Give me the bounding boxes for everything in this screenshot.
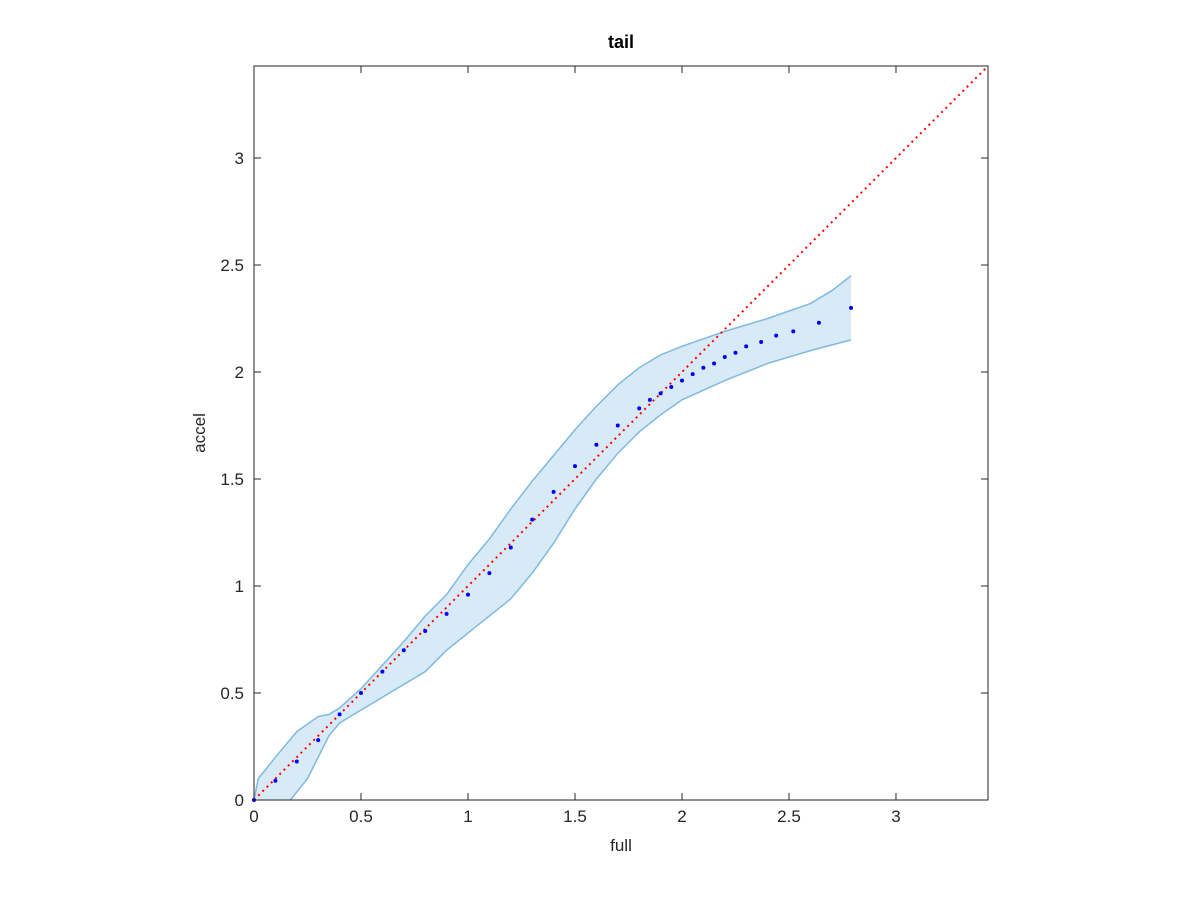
y-tick-label: 0 <box>235 791 244 810</box>
data-point <box>316 738 321 743</box>
data-point <box>423 628 428 633</box>
data-point <box>759 340 764 345</box>
axes-box <box>253 65 989 801</box>
x-tick-label: 0.5 <box>349 807 373 826</box>
data-point <box>465 592 470 597</box>
data-point <box>712 361 717 366</box>
data-point <box>669 384 674 389</box>
x-tick-label: 1.5 <box>563 807 587 826</box>
data-point <box>791 329 796 334</box>
data-point <box>358 691 363 696</box>
band-upper-edge <box>253 275 852 801</box>
data-point <box>380 669 385 674</box>
data-point <box>647 397 652 402</box>
y-tick-label: 0.5 <box>220 684 244 703</box>
data-point <box>530 517 535 522</box>
data-point <box>487 571 492 576</box>
x-tick-label: 1 <box>463 807 472 826</box>
data-point <box>273 778 278 783</box>
data-point <box>594 442 599 447</box>
data-point <box>508 545 513 550</box>
data-point <box>401 648 406 653</box>
y-tick-label: 2 <box>235 363 244 382</box>
y-tick-label: 3 <box>235 149 244 168</box>
data-point <box>774 333 779 338</box>
y-axis-label: accel <box>190 413 209 453</box>
x-tick-label: 3 <box>891 807 900 826</box>
data-point <box>701 365 706 370</box>
data-point <box>816 320 821 325</box>
data-point <box>637 406 642 411</box>
data-point <box>572 464 577 469</box>
x-tick-label: 2.5 <box>777 807 801 826</box>
data-point <box>733 350 738 355</box>
data-point <box>551 489 556 494</box>
data-point <box>658 391 663 396</box>
data-point <box>679 378 684 383</box>
x-tick-label: 2 <box>677 807 686 826</box>
x-axis-label: full <box>610 836 632 855</box>
confidence-band <box>254 275 852 800</box>
data-point <box>722 355 727 360</box>
y-tick-label: 2.5 <box>220 256 244 275</box>
chart-title: tail <box>608 32 634 52</box>
data-point <box>337 712 342 717</box>
data-point <box>615 423 620 428</box>
data-point <box>444 611 449 616</box>
data-point <box>744 344 749 349</box>
data-point <box>294 759 299 764</box>
y-tick-label: 1.5 <box>220 470 244 489</box>
x-tick-label: 0 <box>249 807 258 826</box>
y-tick-label: 1 <box>235 577 244 596</box>
data-point <box>690 372 695 377</box>
reference-line <box>253 65 989 801</box>
data-point <box>849 305 854 310</box>
band-lower-edge <box>289 339 852 801</box>
